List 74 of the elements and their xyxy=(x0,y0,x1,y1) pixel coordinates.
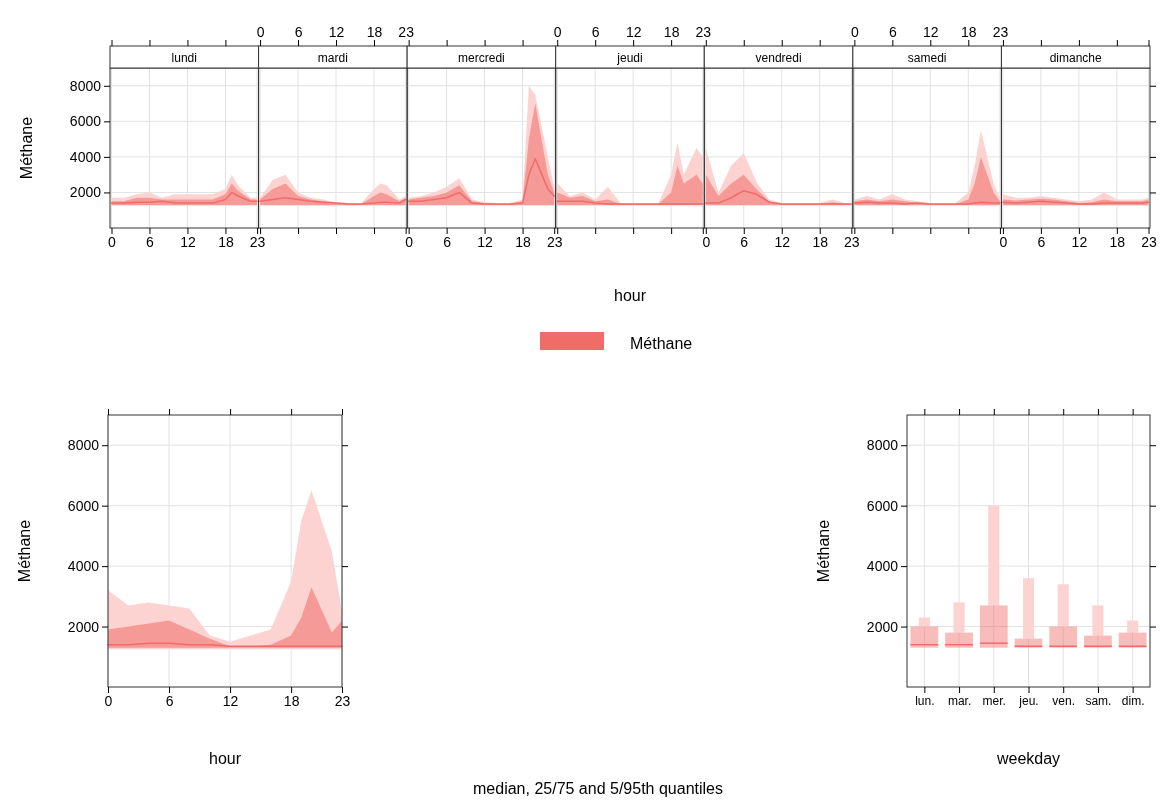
x-tick-label: lun. xyxy=(915,693,935,708)
x-tick-label: 23 xyxy=(1141,233,1157,250)
chart-title: mardi xyxy=(317,51,348,65)
x-tick-label: 18 xyxy=(366,24,383,40)
x-tick-label: 0 xyxy=(553,24,562,40)
x-tick-label: 6 xyxy=(591,24,600,40)
x-tick-label: 23 xyxy=(398,24,415,40)
chart-title: mercredi xyxy=(458,51,505,65)
y-axis-title: Méthane xyxy=(18,116,35,180)
y-axis-title: Méthane xyxy=(16,519,33,583)
y-tick-label: 4000 xyxy=(866,558,899,575)
x-tick-label: 6 xyxy=(294,24,303,40)
x-tick-label: 0 xyxy=(108,233,117,250)
x-tick-label: 23 xyxy=(249,233,266,250)
y-tick-label: 2000 xyxy=(67,618,100,635)
x-tick-label: 23 xyxy=(546,233,563,250)
y-tick-label: 8000 xyxy=(866,437,899,454)
x-tick-label: 6 xyxy=(146,233,155,250)
x-tick-label: 23 xyxy=(844,233,860,250)
x-tick-label: 23 xyxy=(334,692,351,709)
y-tick-label: 4000 xyxy=(69,148,102,165)
y-tick-label: 2000 xyxy=(866,618,899,635)
x-tick-label: 6 xyxy=(443,233,452,250)
x-tick-label: jeu. xyxy=(1018,693,1039,708)
x-tick-label: 6 xyxy=(888,24,897,40)
x-tick-label: mar. xyxy=(947,693,972,708)
x-tick-label: 18 xyxy=(663,24,680,40)
y-tick-label: 6000 xyxy=(67,497,100,514)
x-tick-label: 18 xyxy=(515,233,532,250)
y-tick-label: 4000 xyxy=(67,558,100,575)
x-tick-label: 6 xyxy=(165,692,174,709)
chart-title: vendredi xyxy=(755,51,802,65)
x-tick-label: mer. xyxy=(982,693,1006,708)
x-tick-label: 18 xyxy=(218,233,234,250)
x-tick-label: 6 xyxy=(740,233,749,250)
legend-label: Méthane xyxy=(630,335,693,352)
x-tick-label: ven. xyxy=(1052,693,1076,708)
x-axis-title: hour xyxy=(208,750,242,767)
x-tick-label: 12 xyxy=(477,233,494,250)
x-tick-label: 0 xyxy=(256,24,265,40)
x-axis-title: hour xyxy=(613,287,647,304)
y-tick-label: 8000 xyxy=(67,437,100,454)
x-tick-label: sam. xyxy=(1085,693,1112,708)
x-tick-label: 12 xyxy=(222,692,239,709)
x-tick-label: 6 xyxy=(1037,233,1046,250)
x-tick-label: 18 xyxy=(283,692,300,709)
chart-title: samedi xyxy=(907,51,947,65)
x-tick-label: 18 xyxy=(812,233,829,250)
x-tick-label: 12 xyxy=(1071,233,1088,250)
x-tick-label: 0 xyxy=(104,692,113,709)
y-axis-title: Méthane xyxy=(815,519,832,583)
y-tick-label: 8000 xyxy=(69,77,102,94)
x-tick-label: 12 xyxy=(328,24,345,40)
x-tick-label: 0 xyxy=(999,233,1008,250)
x-tick-label: 23 xyxy=(992,24,1009,40)
y-tick-label: 6000 xyxy=(866,497,899,514)
x-tick-label: 12 xyxy=(774,233,791,250)
text: median, 25/75 and 5/95th quantiles xyxy=(473,780,723,797)
y-tick-label: 2000 xyxy=(69,184,102,201)
x-tick-label: 12 xyxy=(180,233,196,250)
x-tick-label: 23 xyxy=(695,24,712,40)
chart-title: dimanche xyxy=(1049,51,1103,65)
x-tick-label: 0 xyxy=(405,233,414,250)
x-tick-label: 18 xyxy=(1109,233,1126,250)
x-tick-label: 12 xyxy=(923,24,939,40)
y-tick-label: 6000 xyxy=(69,113,102,130)
x-axis-title: weekday xyxy=(995,750,1061,767)
chart-title: lundi xyxy=(171,51,197,65)
x-tick-label: 18 xyxy=(960,24,977,40)
chart-title: jeudi xyxy=(616,51,643,65)
x-tick-label: 0 xyxy=(850,24,859,40)
x-tick-label: dim. xyxy=(1121,693,1145,708)
x-tick-label: 12 xyxy=(625,24,642,40)
x-tick-label: 0 xyxy=(702,233,711,250)
